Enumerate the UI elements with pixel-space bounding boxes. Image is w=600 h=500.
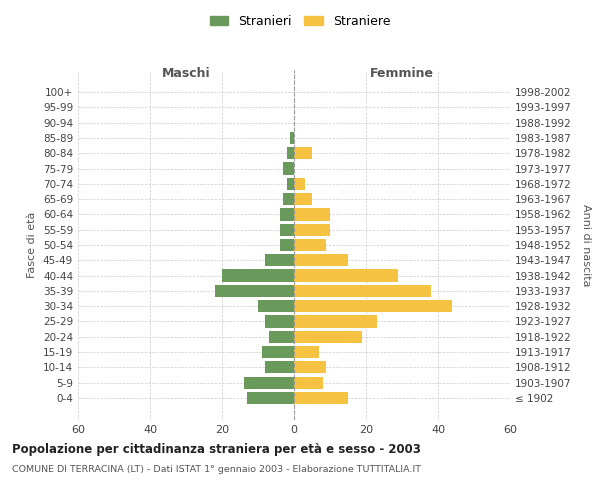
Bar [262,346,294,358]
Bar [294,330,362,343]
Bar [294,193,312,205]
Text: Popolazione per cittadinanza straniera per età e sesso - 2003: Popolazione per cittadinanza straniera p… [12,442,421,456]
Bar [215,285,294,297]
Text: Femmine: Femmine [370,67,434,80]
Y-axis label: Anni di nascita: Anni di nascita [581,204,591,286]
Text: Maschi: Maschi [161,67,211,80]
Bar [294,392,348,404]
Bar [294,239,326,251]
Bar [280,224,294,236]
Bar [294,270,398,281]
Bar [294,147,312,160]
Bar [290,132,294,144]
Y-axis label: Fasce di età: Fasce di età [28,212,37,278]
Bar [258,300,294,312]
Bar [294,376,323,389]
Bar [265,362,294,374]
Bar [294,300,452,312]
Bar [294,285,431,297]
Bar [294,316,377,328]
Bar [294,208,330,220]
Bar [247,392,294,404]
Bar [280,239,294,251]
Bar [294,178,305,190]
Bar [244,376,294,389]
Bar [283,193,294,205]
Bar [280,208,294,220]
Bar [287,147,294,160]
Text: COMUNE DI TERRACINA (LT) - Dati ISTAT 1° gennaio 2003 - Elaborazione TUTTITALIA.: COMUNE DI TERRACINA (LT) - Dati ISTAT 1°… [12,466,421,474]
Bar [265,316,294,328]
Bar [222,270,294,281]
Bar [294,224,330,236]
Bar [294,254,348,266]
Bar [283,162,294,174]
Bar [265,254,294,266]
Bar [294,362,326,374]
Legend: Stranieri, Straniere: Stranieri, Straniere [206,11,394,32]
Bar [294,346,319,358]
Bar [287,178,294,190]
Bar [269,330,294,343]
